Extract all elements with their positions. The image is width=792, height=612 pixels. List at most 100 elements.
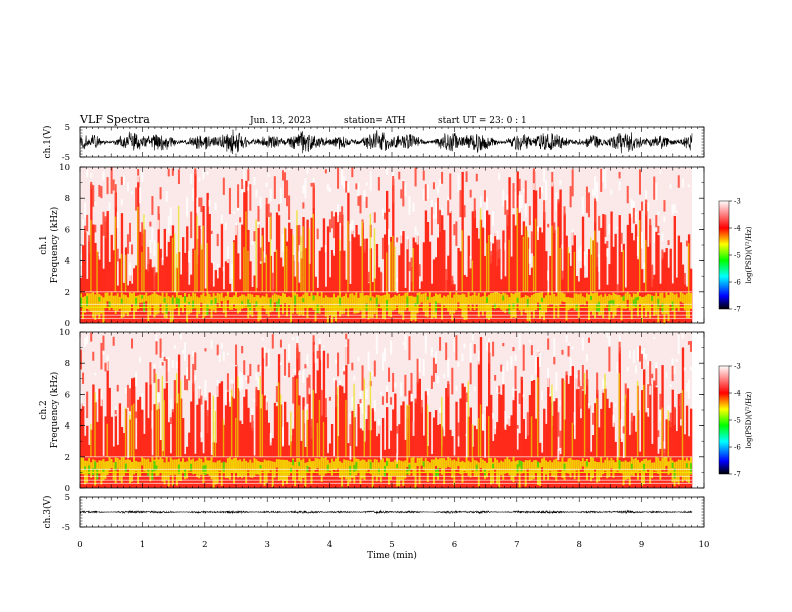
ch1-spectrogram-band xyxy=(80,297,83,307)
ch2-spectrogram-speckle xyxy=(155,341,158,355)
ch1-spectrogram-band xyxy=(404,293,407,311)
ch1-spectrogram-band xyxy=(120,292,123,319)
ch1-spectrogram-band xyxy=(141,294,144,303)
ch1-spectrogram-column xyxy=(84,232,87,323)
ch1-spectrogram-band xyxy=(192,300,195,310)
ch2-spectrogram-speckle xyxy=(526,412,529,435)
ch2-spectrogram-spike xyxy=(179,379,182,457)
ch1-spectrogram-band xyxy=(386,292,389,303)
ch2-spectrogram-band xyxy=(481,459,484,472)
ch2-spectrogram-band xyxy=(606,457,609,479)
ch2-spectrogram-band xyxy=(622,461,625,486)
ch2-spectrogram-speckle xyxy=(596,372,599,394)
ch1-spectrogram-speckle xyxy=(653,176,656,200)
ch1-spectrogram-band xyxy=(508,304,511,314)
ch2-spectrogram-speckle xyxy=(210,339,213,349)
ch1-spectrogram-speckle xyxy=(496,239,499,267)
ch2-spectrogram-column xyxy=(80,403,83,488)
ch1-spectrogram-spike xyxy=(312,213,314,292)
ch2-spectrogram-speckle xyxy=(437,375,440,384)
ch2-spectrogram-speckle xyxy=(439,337,442,351)
ch2-spectrogram-column xyxy=(351,410,354,488)
ch2-spectrogram-speckle xyxy=(373,400,376,412)
ch1-spectrogram-band xyxy=(308,296,311,307)
ch2-spectrogram-speckle xyxy=(469,342,472,363)
ch1-spectrogram-column xyxy=(112,250,115,323)
ch1-spectrogram-column xyxy=(337,215,340,323)
ch2-spectrogram-speckle xyxy=(628,350,631,359)
ch2-spectrogram-band xyxy=(253,457,256,477)
ch1-spectrogram-column xyxy=(481,227,485,323)
x-tick-label: 8 xyxy=(576,540,581,550)
ch2-colorbar-tick-label: -7 xyxy=(734,471,741,479)
ch1-spectrogram-column xyxy=(610,211,613,323)
ch1-spectrogram-band xyxy=(581,296,584,305)
ch1-spectrogram-speckle xyxy=(84,225,87,246)
ch1-waveform-ytick-label: 5 xyxy=(65,123,70,133)
ch2-spectrogram-speckle xyxy=(257,377,260,390)
ch2-spectrogram-column xyxy=(386,407,389,488)
ch1-spectrogram-column xyxy=(649,225,652,323)
ch2-spectrogram-speckle xyxy=(135,371,138,387)
ch2-spectrogram-band xyxy=(565,461,568,473)
ch1-spectrogram-band xyxy=(579,293,582,305)
ch2-spectrogram-band xyxy=(396,464,399,469)
ch2-spectrogram-column xyxy=(343,393,346,488)
date-label: Jun. 13, 2023 xyxy=(249,116,311,126)
ch1-spectrogram-column xyxy=(353,237,356,323)
ch1-spectrogram-speckle xyxy=(153,240,156,257)
ch2-spectrogram-band xyxy=(394,459,397,476)
ch2-spectrogram-column xyxy=(320,415,324,488)
ch2-spectrogram-band xyxy=(679,459,682,477)
ch2-spectrogram-speckle xyxy=(581,364,584,390)
ch1-spectrogram-speckle xyxy=(269,188,272,201)
ch2-spectrogram-spike xyxy=(214,410,217,457)
ch1-spectrogram-spike xyxy=(261,235,263,292)
ch1-spectrogram-band xyxy=(518,292,521,311)
ch2-spectrogram-column xyxy=(251,420,254,488)
ch1-spectrogram-band xyxy=(218,293,221,308)
ch1-spectrogram-speckle xyxy=(661,249,664,260)
ch1-spectrogram-band xyxy=(502,295,505,301)
ch2-spectrogram-speckle xyxy=(351,396,354,408)
ch2-spectrogram-band xyxy=(96,462,99,472)
ch2-spectrogram-speckle xyxy=(567,345,570,357)
ch1-spectrogram-column xyxy=(159,248,162,323)
ch1-spectrogram-speckle xyxy=(585,248,588,255)
ch1-spectrogram-speckle xyxy=(606,248,609,257)
ch1-spectrogram-band xyxy=(198,297,201,314)
ch2-spectrogram-band xyxy=(98,460,101,474)
ch2-spectrogram-column xyxy=(461,383,464,488)
ch2-spectrogram-band xyxy=(465,456,468,474)
ch1-spectrogram-speckle xyxy=(273,176,276,199)
ch2-spectrogram-band xyxy=(651,462,654,479)
ch2-spectrogram-band xyxy=(200,458,203,475)
ch2-spectrogram-speckle xyxy=(620,419,623,439)
ch2-spectrogram-column xyxy=(428,411,432,488)
ch1-spectrogram-band xyxy=(292,292,295,314)
ch2-spectrogram-speckle xyxy=(192,350,195,357)
ch1-spectrogram-speckle xyxy=(663,200,666,212)
ch1-spectrogram-column xyxy=(483,255,487,323)
ch1-spectrogram-spike xyxy=(373,228,376,292)
x-tick-label: 4 xyxy=(327,540,332,550)
ch1-spectrogram-column xyxy=(443,230,446,323)
ch2-spectrogram-column xyxy=(392,409,395,488)
ch1-spectrogram-band xyxy=(449,291,452,315)
ch1-spectrogram-speckle xyxy=(90,181,93,189)
ch2-spectrogram-speckle xyxy=(100,342,103,370)
ch2-spectrogram-band xyxy=(608,460,611,478)
ch1-spectrogram-speckle xyxy=(267,173,270,177)
ch2-spectrogram-band xyxy=(112,462,115,481)
ch1-spectrogram-band xyxy=(610,300,613,304)
ch2-spectrogram-column xyxy=(275,405,279,488)
x-tick-label: 7 xyxy=(514,540,519,550)
ch1-spectrogram-speckle xyxy=(655,215,658,228)
ch1-spectrogram-band xyxy=(541,297,544,302)
ch2-spectrogram-column xyxy=(241,424,244,488)
ch1-spectrogram-band xyxy=(512,303,515,309)
ch2-spectrogram-column xyxy=(104,416,107,488)
ch1-spectrogram-band xyxy=(257,295,260,322)
ch2-spectrogram-speckle xyxy=(292,376,295,404)
ch2-spectrogram-column xyxy=(653,381,656,488)
